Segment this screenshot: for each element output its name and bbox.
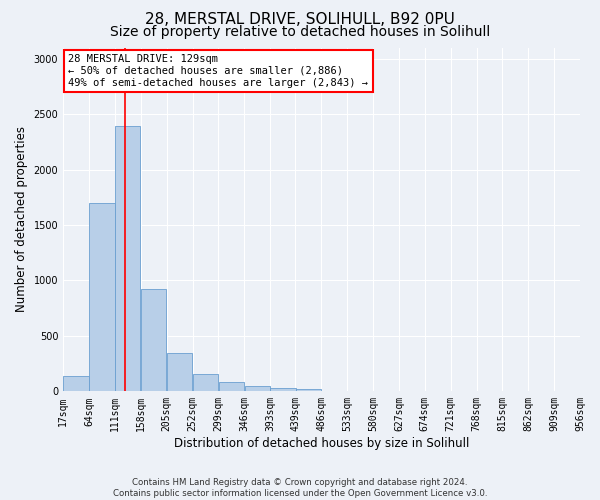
Bar bbox=[296, 389, 321, 392]
Y-axis label: Number of detached properties: Number of detached properties bbox=[15, 126, 28, 312]
Bar bbox=[141, 290, 166, 392]
Bar bbox=[167, 352, 192, 392]
Text: Size of property relative to detached houses in Solihull: Size of property relative to detached ho… bbox=[110, 25, 490, 39]
Bar bbox=[193, 374, 218, 392]
Bar bbox=[218, 382, 244, 392]
Bar bbox=[322, 391, 347, 392]
Bar bbox=[115, 126, 140, 392]
Bar bbox=[64, 376, 89, 392]
Bar bbox=[245, 386, 270, 392]
Bar bbox=[271, 388, 296, 392]
Text: Contains HM Land Registry data © Crown copyright and database right 2024.
Contai: Contains HM Land Registry data © Crown c… bbox=[113, 478, 487, 498]
Text: 28, MERSTAL DRIVE, SOLIHULL, B92 0PU: 28, MERSTAL DRIVE, SOLIHULL, B92 0PU bbox=[145, 12, 455, 28]
Bar bbox=[347, 391, 373, 392]
X-axis label: Distribution of detached houses by size in Solihull: Distribution of detached houses by size … bbox=[174, 437, 469, 450]
Bar bbox=[89, 203, 115, 392]
Text: 28 MERSTAL DRIVE: 129sqm
← 50% of detached houses are smaller (2,886)
49% of sem: 28 MERSTAL DRIVE: 129sqm ← 50% of detach… bbox=[68, 54, 368, 88]
